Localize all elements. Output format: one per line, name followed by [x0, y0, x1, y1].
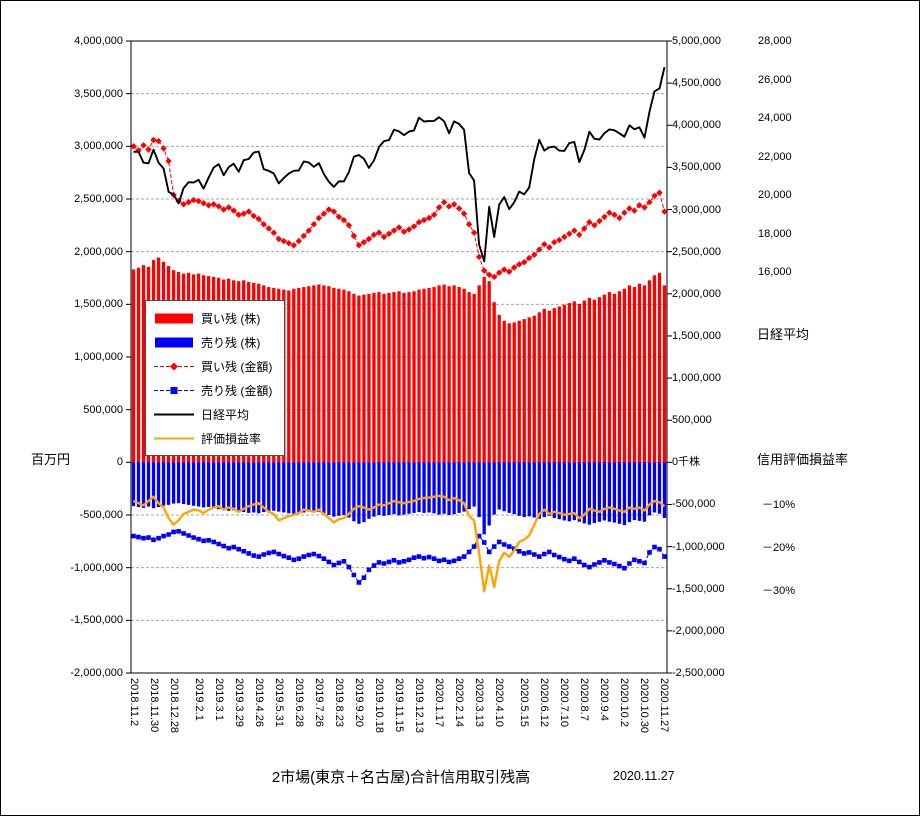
bar-swatch-icon: [155, 313, 193, 323]
nikkei-axis-tick-label: 28,000: [758, 35, 792, 47]
x-axis-tick-label: 2019.2.1: [192, 678, 205, 721]
nikkei-axis-tick-label: 24,000: [758, 112, 792, 124]
x-axis-tick-label: 2019.12.13: [413, 678, 426, 734]
x-axis-tick-label: 2020.2.14: [453, 678, 466, 727]
right-axis-tick-label: -1,000,000: [672, 540, 725, 553]
x-axis-tick-label: 2019.3.29: [232, 678, 245, 727]
sell-shares-bars: [131, 462, 667, 535]
left-axis-tick-label: 1,500,000: [74, 298, 123, 311]
x-axis-tick-label: 2020.7.10: [558, 678, 571, 727]
left-axis-tick-label: 3,000,000: [74, 140, 123, 153]
legend-item: 日経平均: [154, 402, 272, 426]
buy-value-line: [130, 136, 668, 281]
left-axis-tick-label: 2,000,000: [74, 245, 123, 258]
right-axis-tick-label: -500,000: [672, 498, 716, 511]
valuation-rate-line: [133, 494, 666, 593]
x-axis-tick-label: 2019.3.1: [212, 678, 225, 721]
plot-frame: [130, 40, 668, 674]
legend-item-label: 買い残 (金額): [201, 359, 273, 374]
legend-item-label: 売り残 (金額): [201, 383, 273, 398]
nikkei-axis-tick-label: 22,000: [758, 150, 792, 163]
x-axis-tick-label: 2019.11.15: [393, 678, 405, 733]
x-axis-tick-label: 2020.8.7: [578, 678, 591, 721]
line-swatch-icon: [154, 437, 194, 439]
legend-item-label: 評価損益率: [201, 431, 262, 446]
bar-swatch-icon: [155, 337, 193, 347]
nikkei-line: [133, 66, 666, 263]
rate-axis-tick-label: －10%: [762, 499, 796, 512]
x-axis-tick-label: 2019.6.28: [292, 678, 305, 727]
title-bar: 2市場(東京＋名古屋)合計信用取引残高: [131, 766, 671, 787]
right-axis-tick-label: -1,500,000: [672, 582, 725, 595]
right-axis-tick-label: 5,000,000: [672, 35, 721, 47]
x-axis-tick-label: 2020.6.12: [538, 678, 551, 727]
x-axis-tick-label: 2020.1.17: [433, 678, 446, 727]
right-axis-tick-label: 0千株: [672, 456, 701, 469]
x-axis-tick-label: 2019.4.26: [252, 678, 265, 727]
x-axis-tick-label: 2019.8.23: [332, 678, 345, 727]
right-axis-tick-label: -2,500,000: [672, 667, 725, 679]
x-axis-tick-label: 2019.9.20: [352, 678, 365, 727]
legend-item-label: 買い残 (株): [201, 311, 261, 326]
axis-tick-marks: [126, 40, 672, 674]
x-axis-tick-label: 2020.9.4: [598, 678, 611, 721]
left-axis-tick-label: -500,000: [79, 509, 123, 521]
right-axis-tick-label: 4,000,000: [672, 119, 721, 132]
legend-item: 評価損益率: [154, 426, 272, 450]
dashed-diamond-swatch-icon: [154, 362, 194, 370]
legend-item: 売り残 (株): [154, 330, 272, 354]
nikkei-axis-title: 日経平均: [757, 327, 810, 342]
legend-item: 買い残 (株): [154, 306, 272, 330]
right-axis-tick-label: 1,500,000: [672, 329, 721, 342]
right-axis-tick-label: 4,500,000: [672, 77, 721, 90]
rate-axis-tick-label: －30%: [762, 585, 796, 598]
chart-title: 2市場(東京＋名古屋)合計信用取引残高: [271, 769, 531, 786]
x-axis-tick-label: 2020.3.13: [473, 678, 486, 727]
left-axis-tick-label: 500,000: [83, 403, 123, 416]
left-axis-tick-label: 0: [116, 456, 123, 469]
nikkei-axis-tick-label: 16,000: [758, 266, 792, 278]
left-axis-tick-label: -2,000,000: [70, 667, 123, 679]
legend-item-label: 日経平均: [201, 407, 250, 422]
nikkei-axis-tick-label: 26,000: [758, 73, 792, 86]
rate-axis-title: 信用評価損益率: [757, 452, 849, 467]
x-axis-tick-label: 2020.10.30: [638, 678, 651, 734]
nikkei-axis-tick-label: 18,000: [758, 227, 792, 240]
left-axis-tick-label: 1,000,000: [74, 351, 123, 363]
left-axis-tick-label: 4,000,000: [74, 35, 123, 47]
x-axis-tick-label: 2018.11.30: [147, 678, 160, 733]
sell-value-line: [131, 529, 667, 585]
line-swatch-icon: [154, 413, 194, 415]
x-axis-tick-label: 2019.10.18: [372, 678, 385, 734]
right-axis-tick-label: 500,000: [672, 414, 712, 427]
x-axis-tick-label: 2019.7.26: [312, 678, 325, 727]
left-axis-tick-label: 2,500,000: [74, 193, 123, 205]
dashed-square-swatch-icon: [154, 386, 194, 394]
x-axis-tick-label: 2020.5.15: [518, 678, 531, 727]
as-of-date-label: 2020.11.27: [613, 769, 675, 783]
left-axis-tick-label: -1,000,000: [70, 561, 123, 574]
left-axis-unit-label: 百万円: [31, 452, 71, 467]
right-axis-tick-label: -2,000,000: [672, 624, 725, 637]
right-axis-tick-label: 1,000,000: [672, 372, 721, 385]
left-axis-tick-label: 3,500,000: [74, 87, 123, 100]
right-axis-tick-label: 2,500,000: [672, 245, 721, 258]
legend-item-label: 売り残 (株): [201, 335, 261, 350]
right-axis-tick-label: 2,000,000: [672, 287, 721, 300]
legend-item: 買い残 (金額): [154, 354, 272, 378]
rate-axis-tick-label: －20%: [762, 542, 796, 555]
x-axis-tick-label: 2020.4.10: [493, 678, 506, 727]
legend: 買い残 (株) 売り残 (株) 買い残 (金額) 売り残 (金額) 日経平均評価損益率: [145, 300, 286, 456]
right-axis-tick-label: 3,500,000: [672, 161, 721, 174]
x-axis-tick-label: 2019.5.31: [272, 678, 285, 727]
nikkei-axis-tick-label: 20,000: [758, 189, 792, 201]
x-axis-tick-label: 2018.12.28: [167, 678, 180, 734]
x-axis-tick-label: 2018.11.2: [127, 678, 140, 727]
x-axis-tick-label: 2020.11.27: [658, 678, 671, 733]
x-axis-tick-label: 2020.10.2: [618, 678, 631, 727]
right-axis-tick-label: 3,000,000: [672, 203, 721, 216]
left-axis-tick-label: -1,500,000: [70, 614, 123, 627]
legend-item: 売り残 (金額): [154, 378, 272, 402]
